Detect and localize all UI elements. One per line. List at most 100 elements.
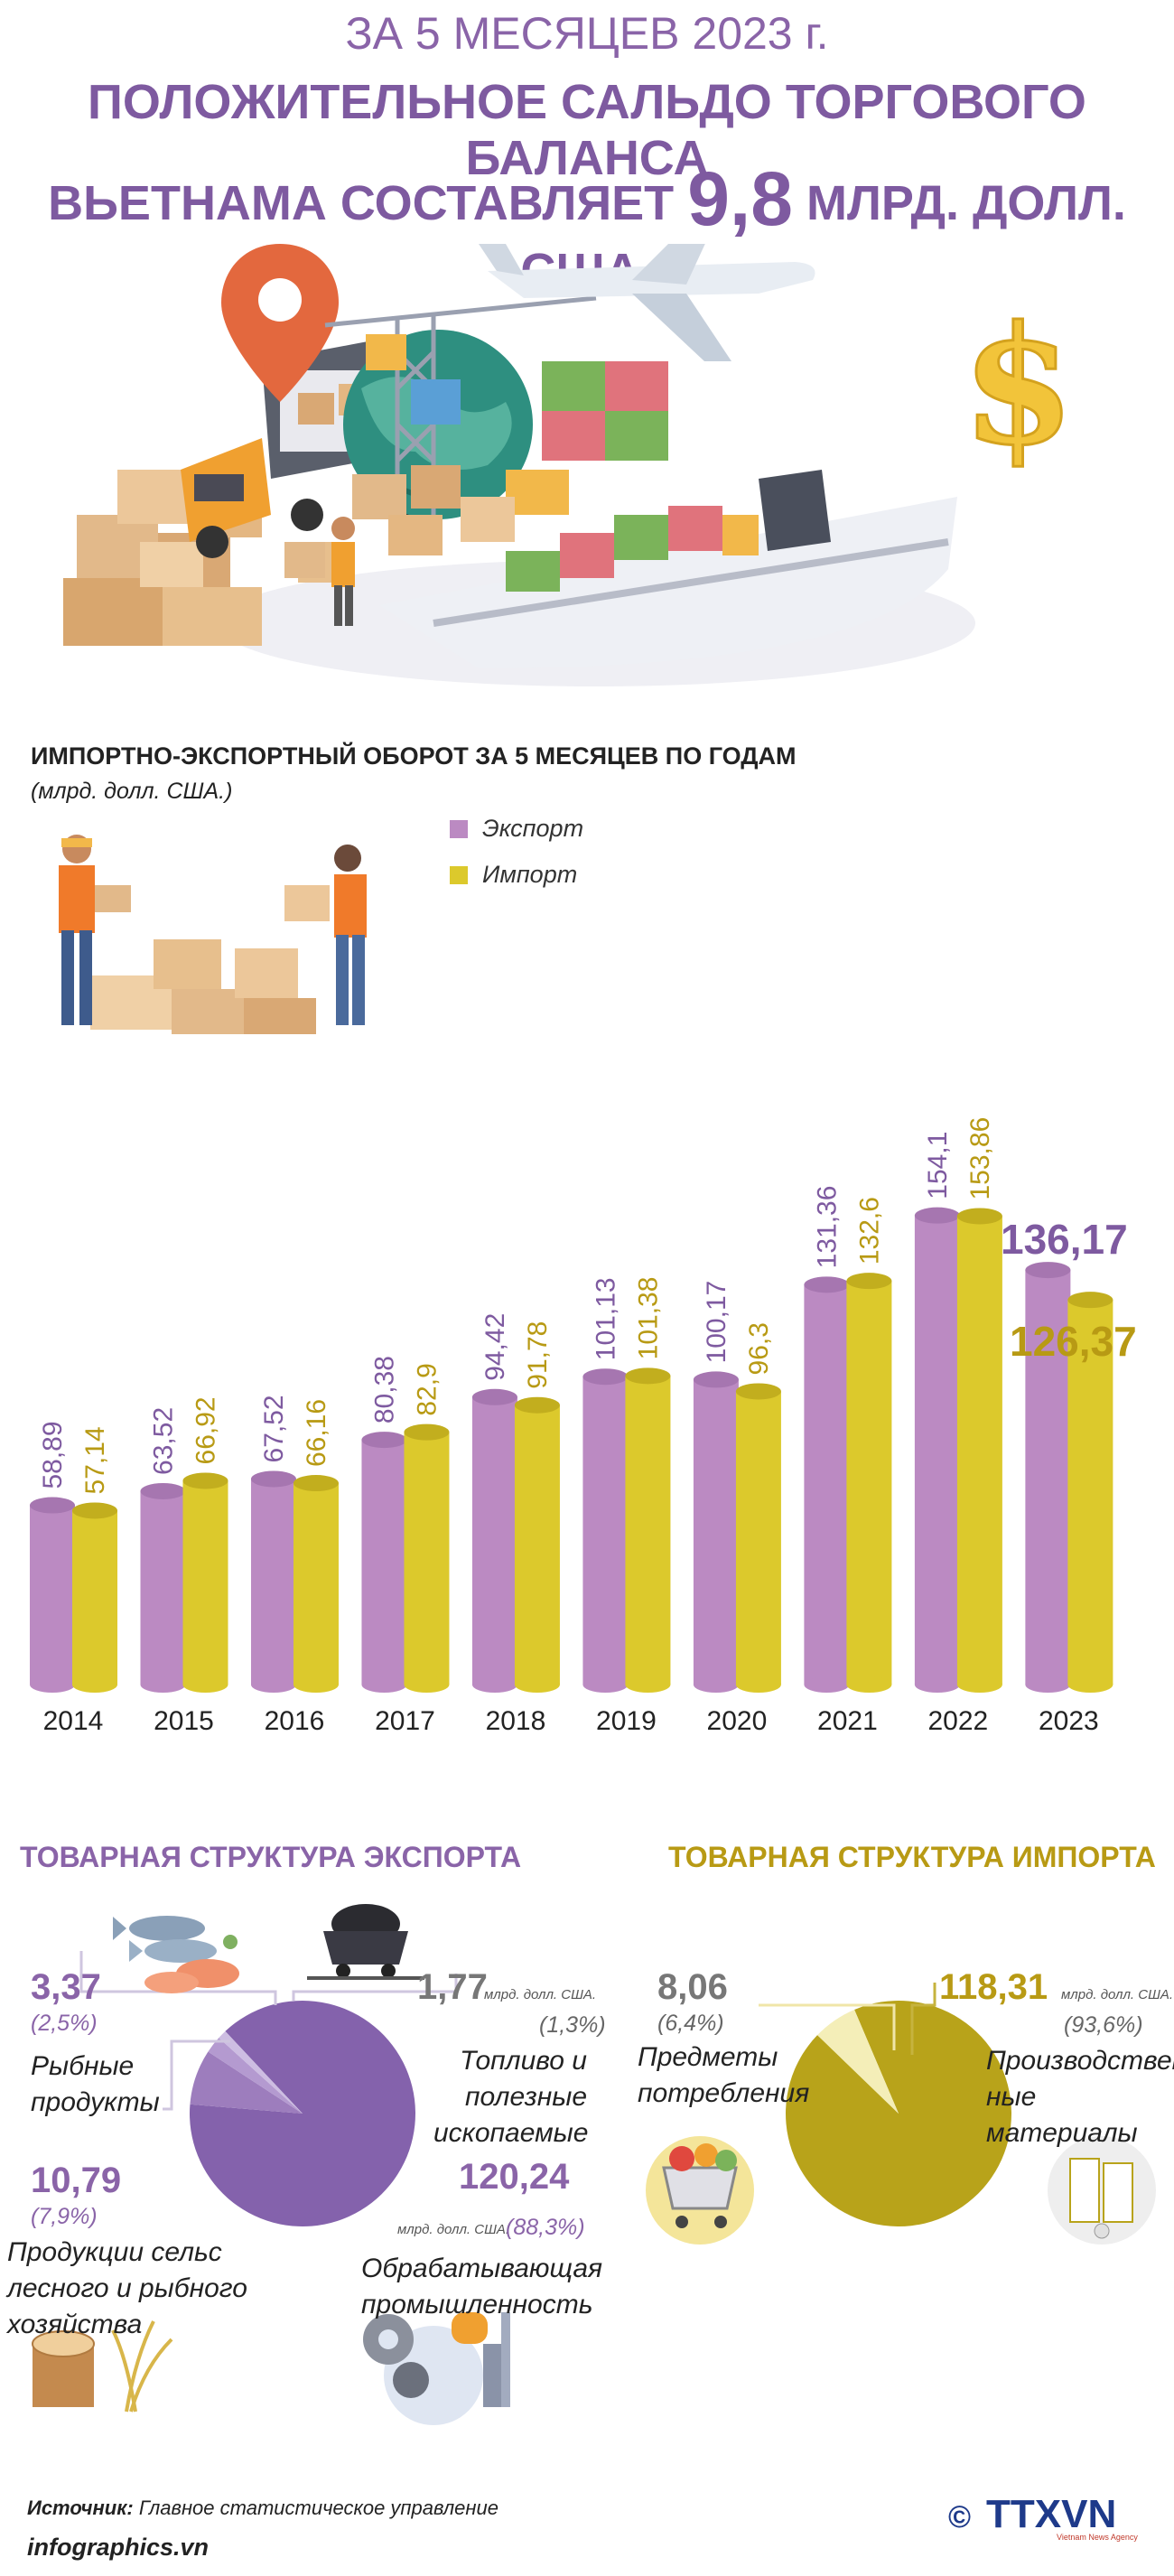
x-tick-2022: 2022 [928, 1706, 989, 1736]
data-label-export-2022: 154,1 [923, 1132, 953, 1199]
export-fish-pct: (2,5%) [31, 2011, 98, 2036]
data-label-import-2019: 101,38 [633, 1277, 663, 1360]
import-structure-title: ТОВАРНАЯ СТРУКТУРА ИМПОРТА [668, 1841, 1156, 1873]
import-production-unit: млрд. долл. США. [1061, 1987, 1174, 2002]
bar-base-export-2014 [30, 1676, 75, 1693]
bar-export-2019 [582, 1377, 629, 1685]
container-stack-icon [506, 361, 668, 515]
bar-import-2022 [956, 1216, 1002, 1685]
x-tick-2017: 2017 [375, 1706, 435, 1736]
bar-cap-export-2021 [804, 1276, 850, 1293]
coal-cart-icon [307, 1904, 424, 1980]
cargo-ship-icon [379, 470, 957, 668]
bar-cap-import-2023 [1067, 1292, 1113, 1309]
bar-cap-import-2019 [625, 1367, 671, 1385]
bar-base-import-2019 [625, 1676, 671, 1693]
chart-title: ИМПОРТНО-ЭКСПОРТНЫЙ ОБОРОТ ЗА 5 МЕСЯЦЕВ … [31, 742, 797, 770]
bar-import-2020 [735, 1391, 781, 1685]
x-tick-2016: 2016 [265, 1706, 325, 1736]
pie-slice-export-3 [219, 2030, 303, 2114]
logo-text: TTXVN [986, 2492, 1116, 2536]
bar-base-export-2022 [914, 1676, 960, 1693]
import-consumer-value: 8,06 [657, 1967, 728, 2007]
leader-line [292, 1974, 458, 2001]
header-line-1: ЗА 5 МЕСЯЦЕВ 2023 г. [345, 8, 829, 59]
export-fish-value: 3,37 [31, 1967, 101, 2007]
export-mfg-label: Обрабатывающая промышленность [361, 2254, 603, 2319]
data-label-import-2018: 91,78 [523, 1321, 553, 1389]
import-production-pct: (93,6%) [1064, 2012, 1143, 2038]
data-label-export-2021: 131,36 [812, 1186, 842, 1269]
dollar-sign-icon: $ [961, 290, 1076, 483]
bar-import-2018 [514, 1405, 560, 1685]
data-label-import-2023: 126,37 [1010, 1318, 1137, 1365]
ttxvn-logo: © TTXVN Vietnam News Agency [948, 2492, 1138, 2542]
x-tick-2021: 2021 [817, 1706, 878, 1736]
bar-export-2016 [250, 1479, 296, 1685]
bar-cap-export-2023 [1025, 1262, 1071, 1279]
legend-export: Экспорт [450, 815, 583, 843]
export-fuel-value: 1,77 [417, 1967, 488, 2007]
export-agri-pct: (7,9%) [31, 2204, 98, 2229]
legend-swatch-export [450, 819, 468, 838]
material-rolls-icon [1048, 2136, 1156, 2245]
chart-unit: (млрд. долл. США.) [31, 779, 233, 804]
x-tick-2023: 2023 [1039, 1706, 1099, 1736]
factory-gear-icon [363, 2312, 510, 2425]
bar-base-import-2014 [72, 1676, 117, 1693]
bar-cap-export-2014 [30, 1497, 75, 1514]
bar-cap-import-2022 [956, 1208, 1002, 1225]
wood-stump-icon [32, 2330, 95, 2407]
leader-line [910, 1983, 936, 2055]
export-fuel-pct: (1,3%) [539, 2012, 606, 2038]
bar-cap-export-2015 [140, 1482, 186, 1499]
data-label-import-2020: 96,3 [744, 1322, 774, 1375]
data-label-import-2021: 132,6 [854, 1197, 884, 1265]
export-fuel-label: Топливо и полезные ископаемые [433, 2046, 589, 2148]
export-structure-title: ТОВАРНАЯ СТРУКТУРА ЭКСПОРТА [20, 1841, 522, 1873]
export-fuel-unit: млрд. долл. США. [484, 1987, 597, 2002]
bar-base-export-2020 [693, 1676, 739, 1693]
bar-chart: 58,89 57,14 63,52 66,92 67,52 66,16 80,38 82,9 9… [30, 1117, 1137, 1736]
export-fish-label: Рыбные продукты [31, 2051, 160, 2117]
crate-icon [366, 334, 406, 370]
shopping-cart-icon [646, 2136, 754, 2245]
data-label-import-2017: 82,9 [412, 1363, 442, 1415]
rice-icon [111, 2320, 173, 2413]
crate-icon [411, 379, 461, 425]
data-label-export-2016: 67,52 [259, 1395, 289, 1462]
trade-balance-value: 9,8 [687, 156, 793, 241]
data-label-import-2016: 66,16 [302, 1399, 331, 1467]
bar-base-import-2016 [293, 1676, 339, 1693]
bar-export-2023 [1025, 1270, 1071, 1685]
header-line-3-pre: ВЬЕТНАМА СОСТАВЛЯЕТ [48, 176, 675, 230]
bar-export-2015 [140, 1490, 186, 1685]
bar-base-export-2015 [140, 1676, 186, 1693]
legend-import: Импорт [450, 861, 577, 889]
bar-base-export-2018 [471, 1676, 517, 1693]
legend-swatch-import [450, 865, 468, 884]
pie-slice-export-1 [190, 2051, 303, 2114]
data-label-export-2023: 136,17 [1001, 1216, 1128, 1263]
bar-import-2015 [182, 1480, 228, 1685]
bar-cap-export-2019 [582, 1368, 629, 1386]
bar-cap-export-2022 [914, 1207, 960, 1224]
export-mfg-pct: (88,3%) [506, 2215, 585, 2240]
data-label-import-2014: 57,14 [80, 1426, 110, 1494]
bar-cap-import-2020 [735, 1383, 781, 1400]
bar-import-2017 [404, 1432, 450, 1685]
bar-base-import-2020 [735, 1676, 781, 1693]
bar-cap-export-2017 [361, 1432, 407, 1449]
bar-base-export-2017 [361, 1676, 407, 1693]
source-text: Главное статистическое управление [138, 2497, 498, 2519]
header-line-2: ПОЛОЖИТЕЛЬНОЕ САЛЬДО ТОРГОВОГО БАЛАНСА [88, 75, 1086, 185]
site-link[interactable]: infographics.vn [27, 2534, 210, 2561]
logo-subtext: Vietnam News Agency [1057, 2533, 1138, 2542]
bar-cap-import-2016 [293, 1475, 339, 1492]
bar-cap-import-2018 [514, 1396, 560, 1414]
data-label-import-2015: 66,92 [191, 1396, 220, 1464]
bar-base-import-2021 [846, 1676, 892, 1693]
bar-base-import-2023 [1067, 1676, 1113, 1693]
source-note: Источник: Главное статистическое управле… [27, 2497, 498, 2520]
import-pie-chart [646, 1983, 1156, 2245]
